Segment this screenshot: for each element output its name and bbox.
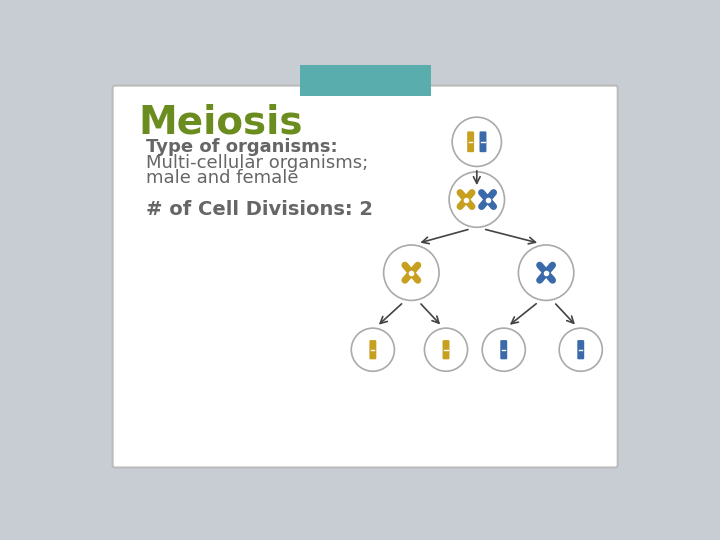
Text: Multi-cellular organisms;: Multi-cellular organisms; [145,154,368,172]
FancyBboxPatch shape [480,131,487,152]
Bar [300,57,431,96]
Circle shape [452,117,501,166]
Text: Meiosis: Meiosis [138,103,302,141]
FancyBboxPatch shape [467,131,474,152]
Text: # of Cell Divisions: 2: # of Cell Divisions: 2 [145,200,373,219]
FancyBboxPatch shape [443,340,449,359]
FancyBboxPatch shape [112,85,618,468]
Text: male and female: male and female [145,168,298,187]
Text: Type of organisms:: Type of organisms: [145,138,338,156]
Circle shape [449,172,505,227]
Circle shape [518,245,574,300]
FancyBboxPatch shape [369,340,377,359]
Circle shape [559,328,603,372]
FancyBboxPatch shape [500,340,507,359]
Circle shape [482,328,526,372]
Circle shape [425,328,467,372]
Circle shape [351,328,395,372]
Circle shape [384,245,439,300]
FancyBboxPatch shape [577,340,584,359]
